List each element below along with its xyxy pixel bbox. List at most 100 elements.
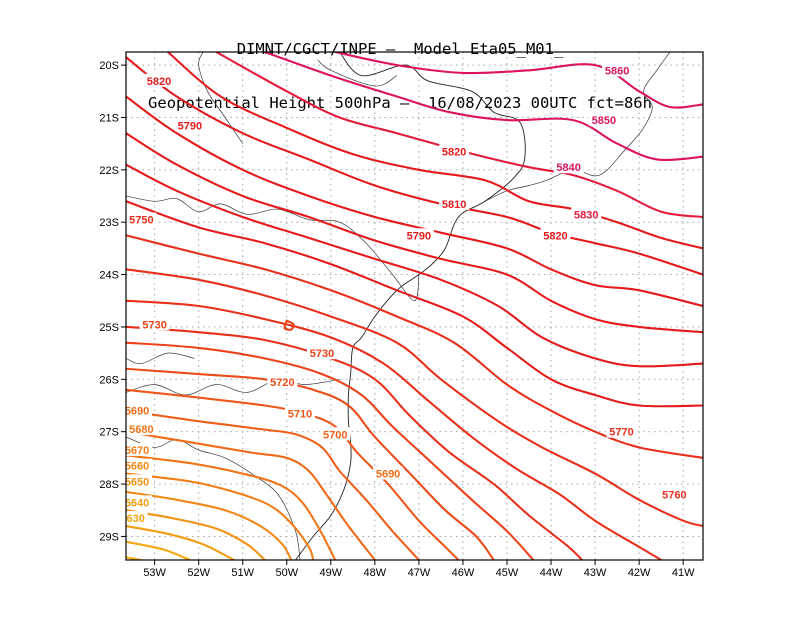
x-tick-label: 52W: [187, 567, 210, 579]
y-tick-label: 25S: [99, 322, 119, 334]
contour-label-bg: [602, 63, 633, 77]
state-border-line: [484, 52, 671, 202]
y-tick-label: 28S: [99, 479, 119, 491]
x-tick-label: 51W: [231, 567, 254, 579]
contour-5760: [126, 268, 703, 528]
contour-label: 5730: [310, 348, 334, 360]
contour-label: 5660: [125, 461, 149, 473]
contour-5680: [126, 454, 337, 560]
contour-label-bg: [659, 487, 690, 501]
contour-label-bg: [571, 207, 602, 221]
y-tick-label: 27S: [99, 427, 119, 439]
y-tick-label: 21S: [99, 112, 119, 124]
contour-5830: [166, 52, 703, 250]
x-tick-label: 42W: [628, 567, 651, 579]
x-tick-label: 48W: [364, 567, 387, 579]
contour-label: 5750: [129, 215, 153, 227]
contour-label-bg: [588, 113, 619, 127]
contour-5850: [263, 52, 703, 161]
y-tick-label: 23S: [99, 217, 119, 229]
contour-label: 5790: [178, 120, 202, 132]
state-border-line: [126, 195, 420, 302]
contour-label-bg: [126, 474, 153, 488]
contour-5770: [126, 234, 703, 459]
contour-label-bg: [126, 422, 157, 436]
axis-ticks: 53W 52W 51W 50W 49W 48W 47W 46W 45W 44W 43W 42W 41W 2…: [99, 60, 695, 579]
x-tick-label: 53W: [143, 567, 166, 579]
contour-label: 5640: [125, 497, 149, 509]
contour-label: 5690: [125, 406, 149, 418]
contour-label: 5720: [270, 377, 294, 389]
x-tick-label: 50W: [275, 567, 298, 579]
contour-5780: [126, 200, 703, 408]
contour-label-bg: [553, 160, 584, 174]
contour-label: 5790: [407, 230, 431, 242]
contour-5860: [334, 52, 703, 109]
contour-5690: [126, 430, 376, 560]
contour-label: 5770: [609, 427, 633, 439]
contour-label: 5630: [120, 513, 144, 525]
y-tick-label: 26S: [99, 374, 119, 386]
contour-label: 5820: [147, 76, 171, 88]
state-border-line: [198, 52, 243, 144]
map-frame: [125, 51, 704, 561]
contour-label-bg: [126, 458, 153, 472]
contour-5670: [126, 472, 315, 560]
contour-label: 5650: [125, 476, 149, 488]
contour-5730: [283, 319, 295, 331]
contour-label-bg: [144, 73, 175, 87]
contour-labels: 5860 5850 5840 5830 5820 5820 5820 5810 5790 5790…: [120, 63, 690, 525]
contour-label-bg: [540, 228, 571, 242]
contour-label: 5820: [442, 147, 466, 159]
contour-5700: [126, 409, 420, 560]
x-tick-label: 46W: [452, 567, 475, 579]
contour-label-bg: [139, 317, 170, 331]
contour-label-bg: [606, 424, 637, 438]
contour-label-bg: [284, 406, 315, 420]
x-tick-label: 41W: [672, 567, 695, 579]
contour-5720: [126, 367, 495, 560]
contour-5750: [126, 299, 663, 560]
coastline: [295, 52, 526, 560]
contour-5800: [126, 132, 703, 334]
contour-label: 5830: [574, 209, 598, 221]
contour-label: 5860: [605, 65, 629, 77]
contour-label-bg: [126, 495, 153, 509]
state-border-line: [126, 378, 340, 396]
contour-label-bg: [126, 443, 153, 457]
contour-label-bg: [439, 144, 470, 158]
contour-5790: [126, 163, 703, 368]
contour-5640: [126, 524, 235, 560]
contour-label-bg: [373, 466, 404, 480]
contour-5630: [126, 540, 191, 560]
contour-label: 5820: [543, 230, 567, 242]
contour-label-bg: [403, 228, 434, 242]
contour-label-bg: [267, 374, 298, 388]
contour-5730: [126, 341, 535, 560]
contour-label: 5850: [592, 115, 616, 127]
y-tick-label: 24S: [99, 270, 119, 282]
contour-label: 5840: [556, 162, 580, 174]
contour-5840: [215, 52, 703, 219]
contour-label-bg: [126, 511, 148, 525]
x-tick-label: 47W: [408, 567, 431, 579]
contour-label: 5760: [662, 490, 686, 502]
y-tick-label: 29S: [99, 531, 119, 543]
state-border-line: [126, 352, 195, 365]
contour-5820: [126, 56, 703, 276]
contour-label-bg: [307, 346, 338, 360]
contour-label-bg: [320, 427, 351, 441]
contour-5810: [126, 95, 703, 308]
political-borders: [126, 52, 671, 560]
grid-lines: [126, 52, 703, 560]
x-tick-label: 43W: [584, 567, 607, 579]
contour-label: 5700: [323, 429, 347, 441]
x-tick-label: 45W: [496, 567, 519, 579]
x-tick-label: 44W: [540, 567, 563, 579]
contour-5660: [126, 490, 293, 560]
y-tick-label: 20S: [99, 60, 119, 72]
contour-label-bg: [439, 196, 470, 210]
contour-label: 5730: [142, 319, 166, 331]
coastline-line: [295, 52, 526, 560]
